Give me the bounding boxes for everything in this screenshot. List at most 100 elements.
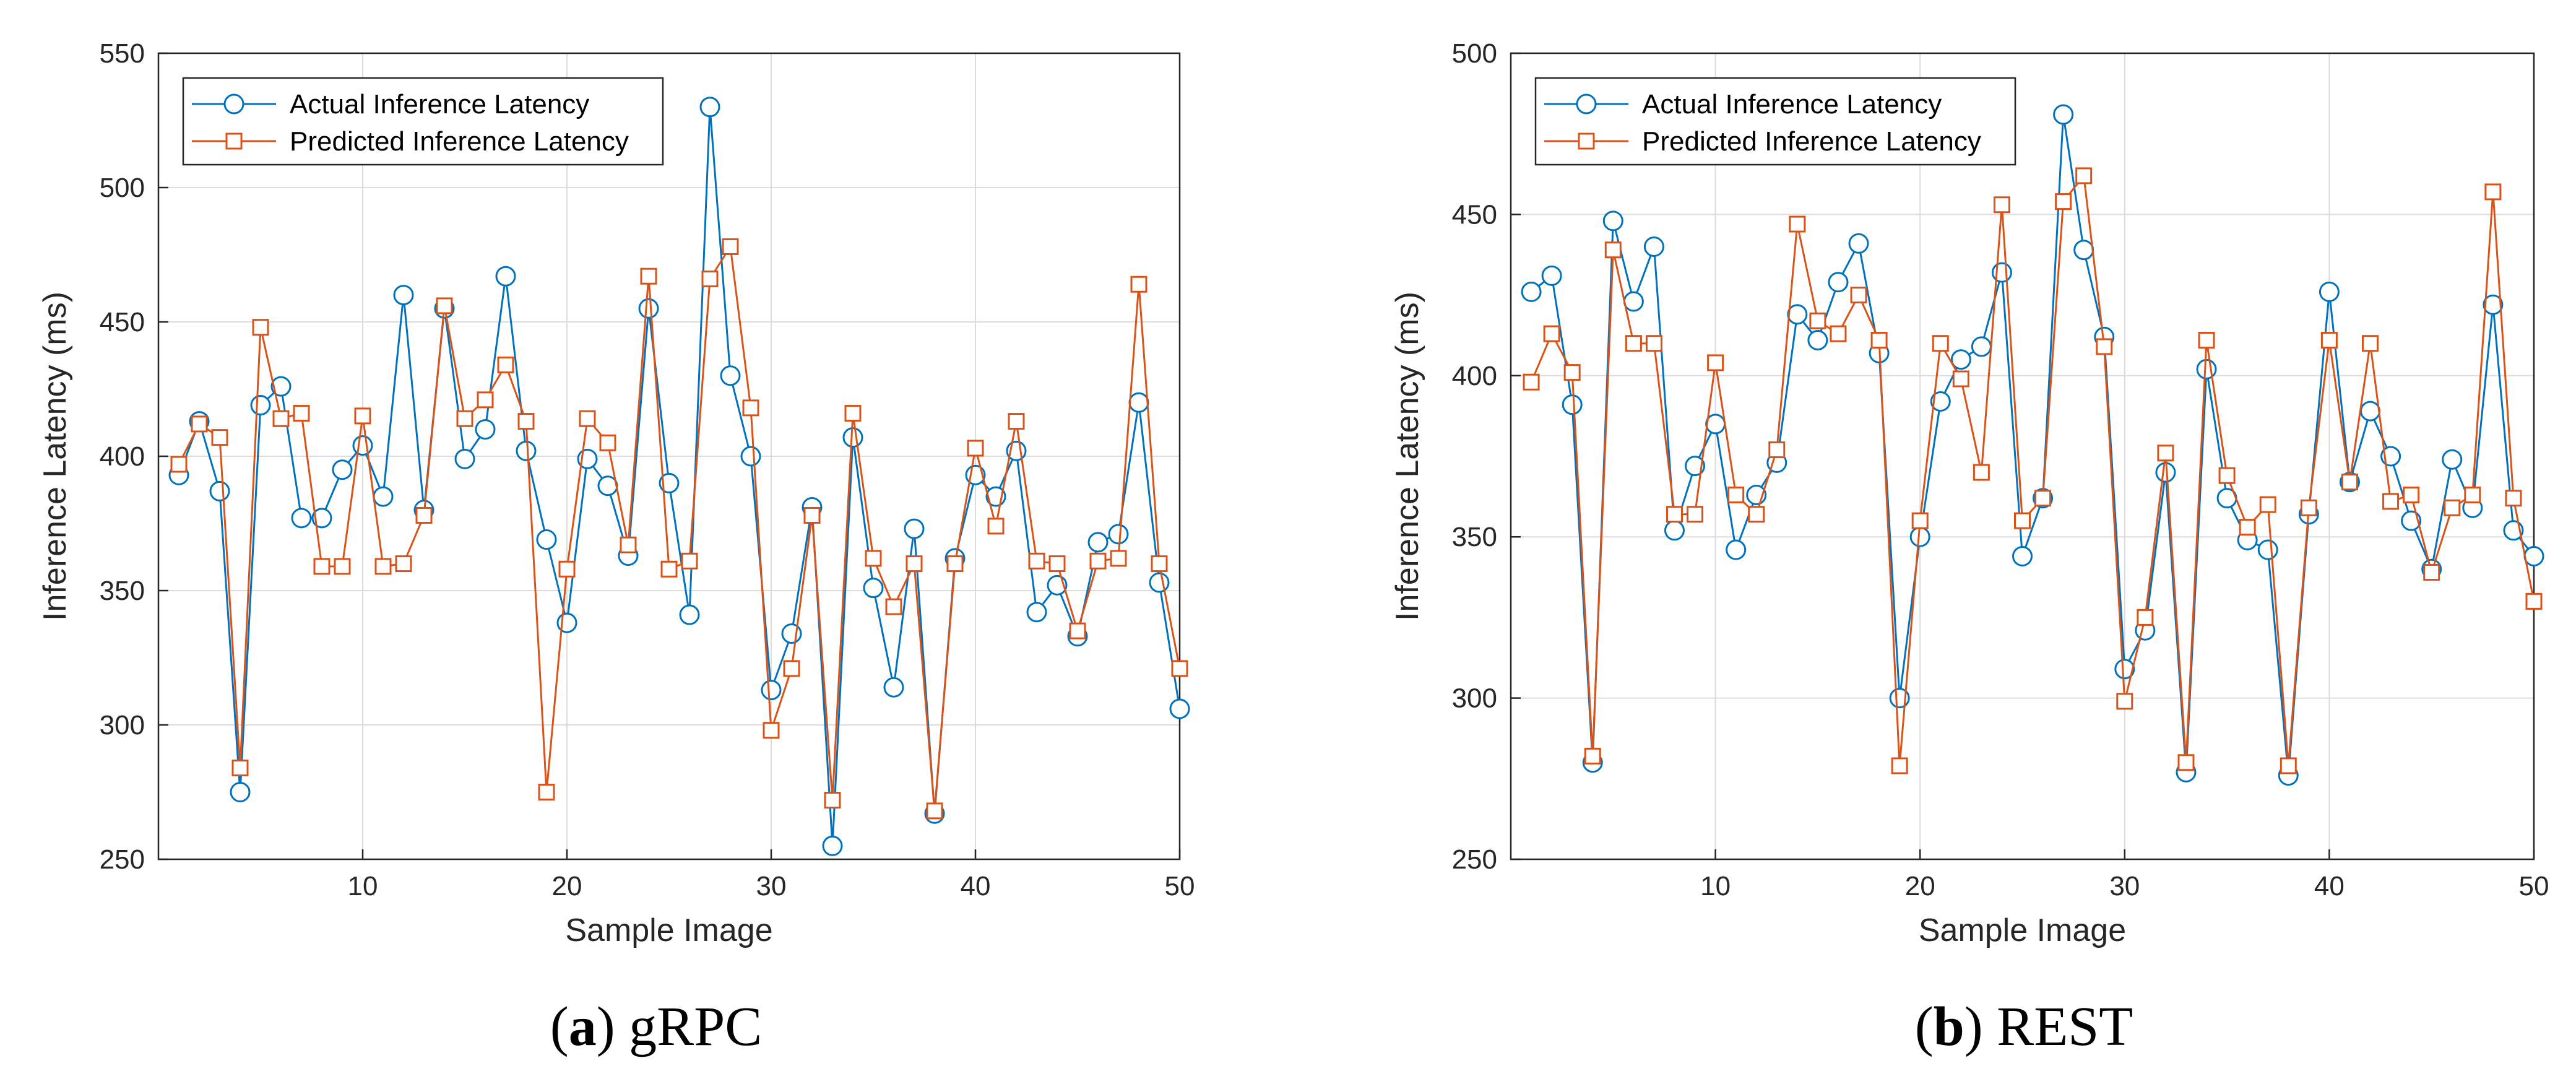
- chart-1-point-predicted-19: [1891, 757, 1908, 774]
- chart-0-point-predicted-33: [824, 792, 841, 809]
- chart-0-point-actual-48: [1128, 392, 1149, 413]
- chart-0-point-actual-3: [209, 480, 230, 501]
- chart-0-point-predicted-22: [599, 434, 616, 451]
- chart-0-ytick-label-250: 250: [100, 844, 145, 875]
- chart-1-point-predicted-43: [2382, 493, 2400, 510]
- chart-1-point-actual-37: [2257, 539, 2278, 560]
- chart-1-caption-letter: b: [1934, 996, 1964, 1057]
- chart-0-series-line-predicted: [178, 246, 1181, 812]
- chart-1-point-predicted-21: [1932, 335, 1949, 352]
- chart-0-point-actual-34: [842, 427, 863, 448]
- chart-0-point-actual-47: [1108, 524, 1129, 545]
- chart-1-legend-marker-actual: [1576, 93, 1597, 115]
- chart-0-point-actual-30: [761, 680, 782, 701]
- chart-1-point-actual-27: [2053, 104, 2074, 125]
- chart-1-point-predicted-44: [2403, 486, 2420, 503]
- chart-0-point-actual-29: [740, 446, 761, 467]
- chart-1-point-predicted-17: [1850, 287, 1867, 304]
- chart-0-point-actual-25: [659, 472, 680, 493]
- chart-0-point-predicted-19: [538, 784, 555, 800]
- chart-1-ytick-label-400: 400: [1452, 361, 1497, 391]
- chart-1-caption-text: REST: [1997, 996, 2133, 1057]
- chart-1-point-predicted-29: [2096, 338, 2113, 355]
- chart-0-point-predicted-9: [334, 558, 351, 575]
- chart-0-point-predicted-31: [783, 660, 800, 677]
- chart-1-point-predicted-25: [2014, 512, 2031, 529]
- chart-1-caption: (b) REST: [1915, 996, 2133, 1057]
- chart-0-point-predicted-8: [313, 558, 331, 575]
- chart-0-point-actual-5: [250, 395, 271, 416]
- chart-1-xtick-label-40: 40: [2314, 871, 2345, 901]
- chart-1-point-actual-11: [1726, 539, 1747, 560]
- chart-0-point-predicted-21: [579, 410, 596, 427]
- chart-0-point-actual-18: [516, 440, 537, 461]
- chart-1-point-predicted-9: [1687, 506, 1704, 523]
- chart-1-point-predicted-18: [1870, 332, 1888, 349]
- chart-1-axes-box: [1510, 52, 2535, 861]
- chart-1-point-predicted-12: [1748, 506, 1765, 523]
- chart-1-point-predicted-38: [2280, 757, 2297, 774]
- chart-1-point-predicted-41: [2341, 474, 2358, 491]
- chart-1-point-actual-42: [2360, 401, 2381, 422]
- chart-0-point-actual-6: [270, 376, 292, 397]
- chart-1-legend-label-predicted: Predicted Inference Latency: [1642, 126, 1981, 157]
- chart-1-point-predicted-46: [2444, 499, 2461, 516]
- chart-0-point-actual-35: [863, 578, 884, 599]
- chart-1-ytick-label-450: 450: [1452, 199, 1497, 230]
- chart-0-point-predicted-13: [415, 506, 433, 524]
- chart-0-point-actual-9: [332, 459, 353, 480]
- chart-0-legend-label-predicted: Predicted Inference Latency: [290, 126, 629, 157]
- chart-0-point-predicted-4: [231, 759, 249, 776]
- chart-1-point-actual-25: [2012, 545, 2033, 566]
- chart-1-point-predicted-3: [1563, 364, 1581, 381]
- chart-1-point-actual-23: [1971, 336, 1992, 357]
- chart-1-legend-marker-predicted: [1578, 132, 1595, 150]
- chart-1-point-predicted-7: [1645, 335, 1662, 352]
- chart-0-legend: [182, 77, 664, 166]
- chart-1-ytick-label-300: 300: [1452, 683, 1497, 714]
- chart-0-point-predicted-20: [558, 560, 576, 578]
- chart-0-point-predicted-43: [1028, 552, 1045, 570]
- chart-1-point-predicted-40: [2320, 332, 2338, 349]
- chart-1-point-predicted-50: [2525, 592, 2543, 610]
- chart-0-point-actual-26: [679, 604, 700, 625]
- chart-1-legend: [1534, 77, 2016, 166]
- chart-0-point-actual-7: [291, 508, 312, 529]
- chart-0-point-predicted-38: [926, 802, 943, 820]
- chart-1-point-predicted-31: [2137, 609, 2154, 626]
- chart-0-point-predicted-29: [742, 399, 759, 417]
- chart-0-point-predicted-44: [1048, 555, 1066, 573]
- chart-0-point-predicted-3: [211, 429, 228, 446]
- chart-1-xtick-label-10: 10: [1700, 871, 1731, 901]
- chart-0-point-predicted-49: [1151, 555, 1168, 573]
- chart-1-point-predicted-37: [2259, 496, 2276, 513]
- chart-0-point-actual-24: [638, 298, 659, 319]
- chart-0-xtick-label-40: 40: [961, 871, 991, 901]
- chart-1-point-predicted-36: [2239, 519, 2256, 536]
- chart-1-point-actual-46: [2442, 449, 2463, 470]
- chart-1-point-predicted-34: [2198, 332, 2215, 349]
- chart-0-point-predicted-34: [844, 405, 862, 422]
- chart-0-point-actual-36: [883, 677, 904, 698]
- chart-1-point-actual-50: [2523, 545, 2544, 566]
- chart-0-point-predicted-6: [272, 410, 290, 427]
- chart-0-point-predicted-37: [905, 555, 923, 573]
- chart-1-point-actual-21: [1930, 391, 1951, 412]
- chart-1-point-predicted-35: [2218, 467, 2236, 484]
- chart-1-point-predicted-32: [2157, 444, 2174, 462]
- chart-0-point-predicted-23: [620, 536, 637, 553]
- chart-0-point-actual-37: [904, 518, 925, 539]
- chart-0-point-predicted-48: [1130, 275, 1148, 293]
- chart-1-point-predicted-2: [1543, 325, 1560, 342]
- chart-0-caption: (a) gRPC: [550, 996, 763, 1057]
- chart-1-point-predicted-10: [1707, 354, 1724, 371]
- chart-0-point-predicted-1: [170, 456, 188, 473]
- chart-1-point-actual-9: [1685, 456, 1706, 477]
- chart-0-legend-label-actual: Actual Inference Latency: [290, 89, 589, 119]
- chart-1-point-actual-5: [1602, 210, 1623, 232]
- chart-1-series-line-predicted: [1530, 175, 2535, 767]
- chart-1-point-actual-14: [1787, 304, 1808, 325]
- chart-1-point-predicted-20: [1911, 512, 1929, 529]
- chart-0-point-predicted-17: [497, 356, 514, 373]
